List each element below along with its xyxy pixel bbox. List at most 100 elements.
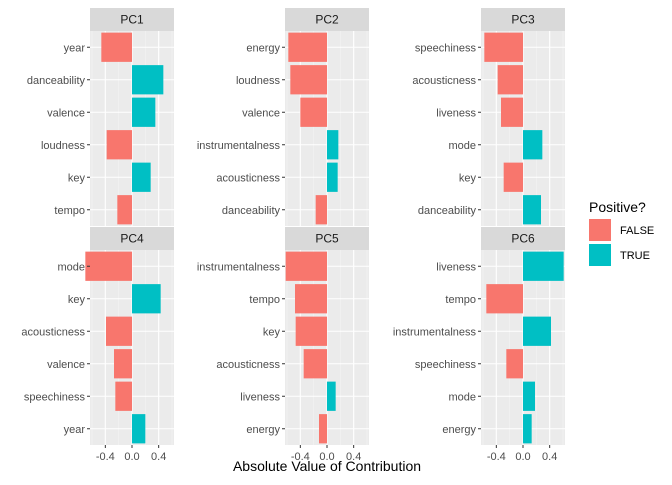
facet-title: PC2 [315,13,339,27]
y-tick-label: speechiness [415,42,477,54]
bar-valence [114,349,132,379]
bar-mode [523,381,535,411]
bar-energy [319,414,327,444]
bar-energy [288,32,327,62]
legend-label-false: FALSE [620,225,654,237]
x-tick-label: 0.4 [542,451,557,463]
facet-strip [90,227,174,250]
x-tick-label: -0.4 [291,451,310,463]
y-tick-label: year [64,42,86,54]
y-tick-label: energy [246,424,280,436]
facet-strip [481,8,565,31]
bar-danceability [315,195,327,225]
x-tick-label: 0.4 [151,451,166,463]
y-tick-label: acousticness [412,75,476,87]
y-tick-label: danceability [222,205,281,217]
bar-tempo [486,284,523,314]
y-tick-label: year [64,424,86,436]
bar-key [132,162,151,192]
y-tick-label: key [459,172,477,184]
facet-title: PC6 [511,232,535,246]
y-tick-label: acousticness [216,172,280,184]
x-axis-title: Absolute Value of Contribution [233,458,421,474]
bar-key [132,284,161,314]
bar-instrumentalness [285,251,327,281]
y-tick-label: tempo [445,294,476,306]
y-tick-label: acousticness [21,326,85,338]
facet-strip [481,227,565,250]
facet-title: PC4 [120,232,144,246]
bar-liveness [327,381,336,411]
bar-loudness [106,130,132,160]
y-tick-label: mode [448,391,476,403]
y-tick-label: valence [242,107,280,119]
bar-acousticness [327,162,338,192]
bar-valence [300,97,327,127]
y-tick-label: instrumentalness [393,326,477,338]
legend-title: Positive? [589,199,646,215]
legend-label-true: TRUE [620,250,650,262]
facet-strip [90,8,174,31]
y-tick-label: energy [442,424,476,436]
bar-liveness [501,97,523,127]
bar-speechiness [115,381,132,411]
y-tick-label: speechiness [415,359,477,371]
y-tick-label: valence [47,359,85,371]
y-tick-label: tempo [249,294,280,306]
x-tick-label: 0.0 [124,451,139,463]
y-tick-label: mode [57,261,85,273]
facet-title: PC3 [511,13,535,27]
x-tick-label: -0.4 [487,451,506,463]
y-tick-label: instrumentalness [197,140,281,152]
bar-instrumentalness [523,316,551,346]
x-tick-label: -0.4 [96,451,115,463]
y-tick-label: energy [246,42,280,54]
facet-strip [285,8,369,31]
bar-acousticness [303,349,327,379]
y-tick-label: loudness [41,140,86,152]
bar-key [295,316,327,346]
bar-liveness [523,251,564,281]
y-tick-label: instrumentalness [197,261,281,273]
y-tick-label: valence [47,107,85,119]
y-tick-label: danceability [27,75,86,87]
legend-swatch-false [589,219,611,241]
y-tick-label: key [263,326,281,338]
bar-mode [523,130,543,160]
y-tick-label: tempo [54,205,85,217]
bar-tempo [117,195,132,225]
y-tick-label: loudness [236,75,281,87]
y-tick-label: speechiness [24,391,86,403]
x-tick-label: 0.4 [346,451,361,463]
y-tick-label: key [68,294,86,306]
y-tick-label: liveness [436,107,476,119]
legend-swatch-true [589,244,611,266]
x-tick-label: 0.0 [515,451,530,463]
bar-speechiness [484,32,523,62]
bar-danceability [132,65,164,95]
bar-acousticness [106,316,132,346]
bar-loudness [290,65,327,95]
bar-speechiness [506,349,523,379]
y-tick-label: liveness [436,261,476,273]
bar-valence [132,97,156,127]
y-tick-label: mode [448,140,476,152]
bar-year [132,414,146,444]
facet-title: PC5 [315,232,339,246]
bar-tempo [295,284,327,314]
facet-title: PC1 [120,13,144,27]
x-tick-label: 0.0 [319,451,334,463]
y-tick-label: danceability [418,205,477,217]
bar-acousticness [497,65,523,95]
facet-strip [285,227,369,250]
bar-energy [523,414,532,444]
bar-key [503,162,523,192]
bar-instrumentalness [327,130,339,160]
y-tick-label: liveness [240,391,280,403]
y-tick-label: acousticness [216,359,280,371]
bar-danceability [523,195,541,225]
y-tick-label: key [68,172,86,184]
bar-year [101,32,132,62]
